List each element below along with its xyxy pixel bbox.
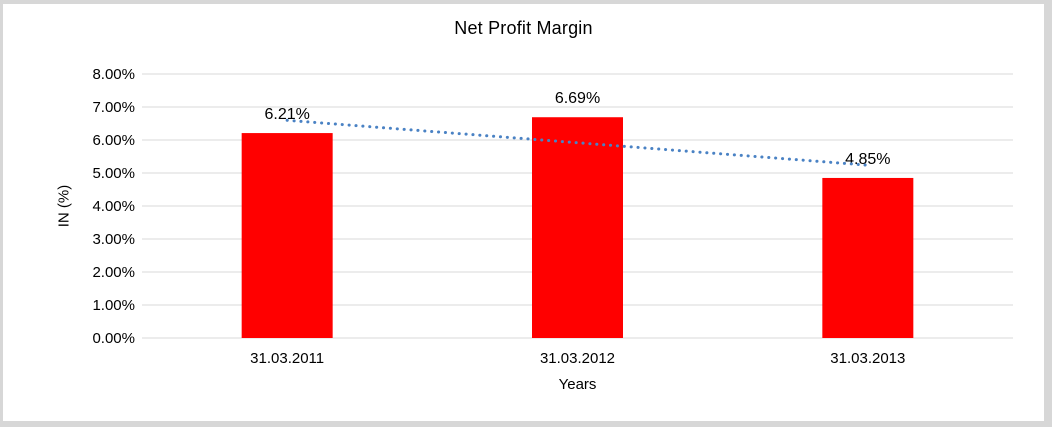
bar-31.03.2013	[822, 177, 914, 338]
y-tick-label: 8.00%	[92, 66, 135, 83]
y-tick-label: 7.00%	[92, 99, 135, 116]
bar-31.03.2012	[532, 117, 623, 338]
trendline	[285, 118, 870, 167]
y-tick-label: 3.00%	[92, 231, 135, 248]
category-label: 31.03.2012	[540, 350, 615, 367]
bar-31.03.2011	[241, 133, 333, 338]
y-tick-label: 6.00%	[92, 132, 135, 149]
chart-title: Net Profit Margin	[454, 18, 593, 38]
y-tick-label: 2.00%	[92, 264, 135, 281]
bar-value-label: 6.69%	[555, 90, 600, 107]
bar-value-label: 6.21%	[264, 106, 309, 123]
y-tick-label: 5.00%	[92, 165, 135, 182]
y-tick-label: 1.00%	[92, 297, 135, 314]
category-label: 31.03.2013	[830, 350, 905, 367]
x-axis-title: Years	[558, 376, 597, 393]
category-label: 31.03.2011	[250, 350, 324, 367]
y-tick-label: 0.00%	[92, 330, 135, 347]
bar-value-label: 4.85%	[845, 151, 890, 168]
y-tick-label: 4.00%	[92, 198, 135, 215]
bar-chart-plot: 0.00% 1.00% 2.00% 3.00% 4.00% 5.00% 6.00% 7.00%…	[92, 66, 1013, 367]
